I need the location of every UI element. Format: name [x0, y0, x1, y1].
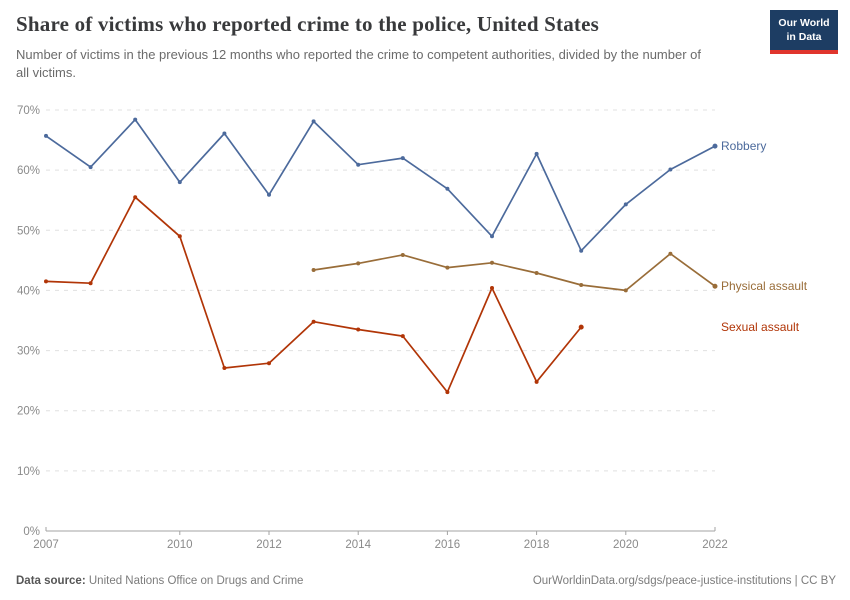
data-source-label: Data source: [16, 575, 86, 587]
x-tick-label: 2014 [345, 539, 371, 551]
x-tick-label: 2007 [33, 539, 59, 551]
x-tick-label: 2016 [435, 539, 461, 551]
page-title: Share of victims who reported crime to t… [16, 12, 600, 36]
series-label-robbery: Robbery [721, 139, 766, 153]
point-robbery-2016 [445, 186, 450, 191]
point-robbery-2013 [311, 119, 316, 124]
y-tick-label: 30% [17, 346, 40, 358]
point-physical-assault-2013 [311, 267, 316, 272]
y-tick-label: 60% [17, 165, 40, 177]
y-tick-label: 40% [17, 285, 40, 297]
series-label-physical-assault: Physical assault [721, 279, 808, 293]
point-physical-assault-2017 [490, 260, 494, 265]
point-sexual-assault-2018 [534, 379, 539, 384]
y-tick-label: 50% [17, 225, 40, 237]
point-robbery-2010 [177, 180, 182, 185]
point-sexual-assault-2015 [400, 334, 405, 339]
point-robbery-2018 [534, 151, 539, 156]
y-tick-label: 10% [17, 466, 40, 478]
point-robbery-2021 [668, 167, 673, 172]
logo-line1: Our World [778, 17, 830, 29]
attribution-text: OurWorldinData.org/sdgs/peace-justice-in… [532, 575, 836, 587]
point-physical-assault-2019 [579, 283, 584, 288]
point-sexual-assault-2019 [578, 324, 584, 330]
y-tick-label: 20% [17, 406, 40, 418]
point-physical-assault-2018 [534, 270, 539, 275]
point-physical-assault-2020 [623, 288, 628, 293]
owid-logo: Our World in Data [770, 10, 838, 55]
point-physical-assault-2022 [712, 283, 718, 289]
point-robbery-2015 [400, 156, 405, 161]
point-physical-assault-2016 [445, 265, 450, 270]
point-robbery-2017 [490, 234, 494, 239]
x-tick-label: 2010 [167, 539, 193, 551]
point-robbery-2019 [579, 248, 584, 253]
x-tick-label: 2012 [256, 539, 282, 551]
point-sexual-assault-2009 [133, 195, 138, 200]
point-sexual-assault-2007 [44, 279, 48, 284]
point-robbery-2009 [133, 117, 138, 122]
series-line-robbery [45, 118, 716, 252]
point-sexual-assault-2011 [222, 366, 227, 371]
point-robbery-2020 [623, 202, 628, 207]
series-label-sexual-assault: Sexual assault [721, 320, 800, 334]
series-line-physical-assault [312, 252, 716, 292]
point-robbery-2011 [222, 131, 227, 136]
point-sexual-assault-2008 [88, 281, 93, 286]
data-source: Data source: United Nations Office on Dr… [16, 575, 303, 587]
point-sexual-assault-2014 [356, 327, 361, 332]
point-sexual-assault-2010 [177, 234, 182, 239]
point-robbery-2014 [356, 162, 361, 167]
page-subtitle: Number of victims in the previous 12 mon… [16, 47, 702, 81]
x-tick-label: 2018 [524, 539, 550, 551]
point-physical-assault-2021 [668, 251, 673, 256]
point-robbery-2022 [712, 143, 718, 149]
chart-footer: Data source: United Nations Office on Dr… [16, 575, 836, 587]
point-robbery-2012 [267, 192, 271, 197]
series-line-sexual-assault [45, 196, 583, 393]
point-sexual-assault-2012 [267, 361, 271, 366]
point-sexual-assault-2017 [490, 286, 494, 291]
point-physical-assault-2015 [400, 252, 405, 257]
x-tick-label: 2022 [702, 539, 728, 551]
y-tick-label: 0% [23, 526, 40, 538]
logo-line2: in Data [786, 30, 822, 43]
point-robbery-2008 [88, 165, 93, 170]
point-sexual-assault-2016 [445, 390, 450, 395]
x-tick-label: 2020 [613, 539, 639, 551]
y-tick-label: 70% [17, 105, 40, 117]
chart-header: Share of victims who reported crime to t… [16, 10, 838, 83]
data-source-text: United Nations Office on Drugs and Crime [85, 575, 304, 587]
point-physical-assault-2014 [356, 261, 361, 266]
point-sexual-assault-2013 [311, 319, 316, 324]
point-robbery-2007 [44, 133, 48, 138]
